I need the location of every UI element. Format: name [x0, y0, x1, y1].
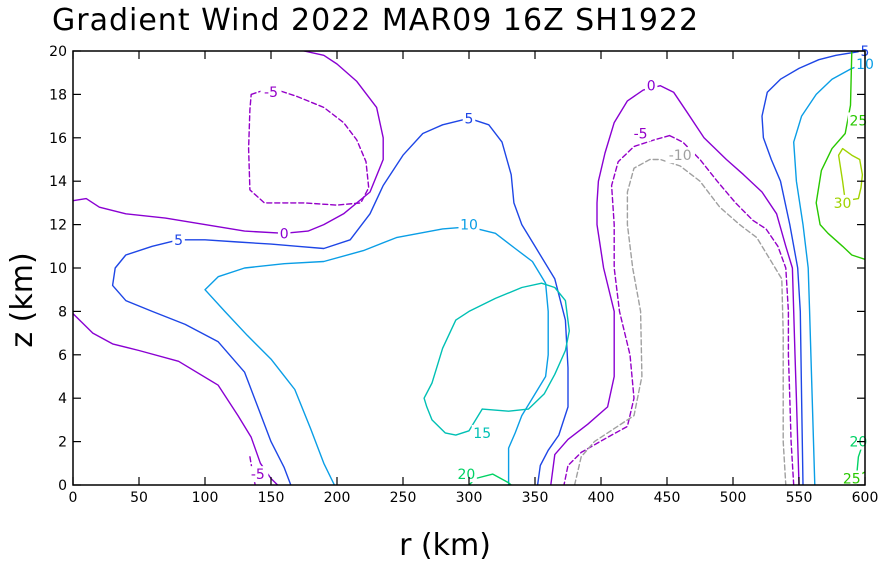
y-tick-label: 0 [58, 478, 67, 494]
x-tick-label: 250 [390, 490, 417, 506]
contour-label: 5 [465, 111, 474, 127]
contour-line-0 [550, 85, 800, 485]
contour-label: -5 [251, 467, 265, 483]
contour-line-15 [423, 282, 570, 436]
x-tick-label: 300 [456, 490, 483, 506]
contour-label: 5 [174, 233, 183, 249]
y-tick-label: 16 [49, 131, 67, 147]
y-tick-label: 4 [58, 391, 67, 407]
contour-line-5 [761, 51, 864, 485]
contour-label: 25 [843, 471, 861, 487]
x-axis: 0 50 100 150 200 250 300 350 400 450 500 550 600 [69, 51, 879, 506]
y-tick-label: 12 [49, 218, 67, 234]
contour-label: 0 [647, 79, 656, 95]
contour-line-neg5 [563, 134, 671, 485]
contour-label: 25 [849, 113, 867, 129]
contour-line-30 [837, 147, 864, 202]
contour-label: -5 [264, 85, 278, 101]
y-tick-label: 8 [58, 304, 67, 320]
y-axis-label: z (km) [5, 252, 40, 347]
x-tick-label: 100 [192, 490, 219, 506]
y-tick-label: 10 [49, 261, 67, 277]
contour-label: 10 [460, 218, 478, 234]
contour-line-neg5 [247, 87, 370, 206]
y-tick-label: 2 [58, 435, 67, 451]
x-tick-label: 350 [522, 490, 549, 506]
x-tick-label: 600 [852, 490, 879, 506]
contour-label: 0 [280, 226, 289, 242]
y-tick-label: 18 [49, 87, 67, 103]
x-tick-label: 50 [130, 490, 148, 506]
x-tick-label: 200 [324, 490, 351, 506]
x-tick-label: 450 [654, 490, 681, 506]
contour-label: 20 [849, 435, 867, 451]
contour-line-neg5 [668, 134, 795, 485]
contour-label: -5 [634, 126, 648, 142]
contour-label: 30 [834, 196, 852, 212]
contour-label: 20 [457, 467, 475, 483]
y-tick-label: 14 [49, 174, 67, 190]
chart-title: Gradient Wind 2022 MAR09 16Z SH1922 [52, 3, 699, 38]
contour-label: 15 [473, 426, 491, 442]
y-tick-label: 6 [58, 348, 67, 364]
contour-line-0 [73, 312, 279, 485]
contour-line-5 [111, 117, 569, 485]
x-axis-label: r (km) [399, 528, 491, 561]
contour-line-10 [793, 63, 865, 485]
x-tick-label: 500 [720, 490, 747, 506]
contour-label-layer: -5-5-5-10005551010152020252530 [172, 43, 876, 487]
contour-line-0 [73, 51, 384, 234]
x-tick-label: 150 [258, 490, 285, 506]
contour-label: -10 [669, 148, 692, 164]
x-tick-label: 400 [588, 490, 615, 506]
contour-line-10 [204, 226, 549, 485]
x-tick-label: 0 [69, 490, 78, 506]
x-tick-label: 550 [786, 490, 813, 506]
contour-line-neg10 [573, 158, 787, 485]
contour-line-25 [815, 51, 865, 260]
y-tick-label: 20 [49, 44, 67, 60]
y-axis: 0 2 4 6 8 10 12 14 16 18 20 [49, 44, 865, 494]
